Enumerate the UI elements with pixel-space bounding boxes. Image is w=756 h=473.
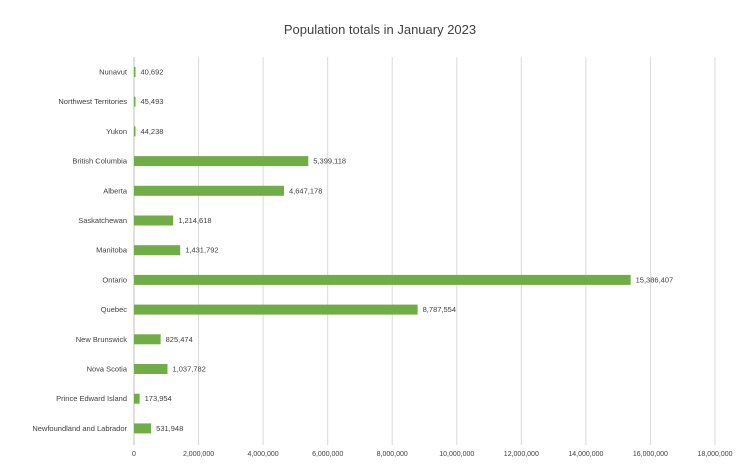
data-label: 531,948 xyxy=(156,424,183,433)
x-tick-label: 8,000,000 xyxy=(377,451,408,458)
bar xyxy=(134,274,631,285)
x-tick-label: 0 xyxy=(132,451,136,458)
bar xyxy=(134,156,309,167)
category-label: Alberta xyxy=(103,186,128,195)
category-labels: Nunavut Northwest Territories Yukon British… xyxy=(32,68,128,433)
x-tick-label: 10,000,000 xyxy=(439,451,474,458)
data-label: 5,399,118 xyxy=(313,157,346,166)
category-label: New Brunswick xyxy=(76,335,128,344)
data-label: 1,214,618 xyxy=(178,216,211,225)
bar xyxy=(134,215,174,226)
category-label: Nova Scotia xyxy=(87,365,128,374)
x-tick-label: 2,000,000 xyxy=(183,451,214,458)
bar xyxy=(134,67,136,77)
data-label: 1,037,782 xyxy=(172,365,205,374)
bars xyxy=(134,67,631,434)
category-label: Quebec xyxy=(101,305,128,314)
bar xyxy=(134,364,168,374)
data-label: 15,386,407 xyxy=(636,275,674,284)
x-tick-label: 4,000,000 xyxy=(248,451,279,458)
bar xyxy=(134,334,161,345)
data-label: 40,692 xyxy=(141,68,164,77)
chart-title: Population totals in January 2023 xyxy=(284,22,476,37)
bar xyxy=(134,126,136,137)
category-label: Ontario xyxy=(102,275,127,284)
bar xyxy=(134,304,418,315)
gridlines xyxy=(133,57,716,445)
data-label: 825,474 xyxy=(166,335,193,344)
x-tick-label: 6,000,000 xyxy=(312,451,343,458)
category-label: Prince Edward Island xyxy=(56,394,127,403)
x-tick-label: 18,000,000 xyxy=(697,451,732,458)
category-label: Newfoundland and Labrador xyxy=(32,424,127,433)
category-label: Manitoba xyxy=(96,246,128,255)
category-label: Saskatchewan xyxy=(78,216,127,225)
x-axis-tick-labels: 0 2,000,000 4,000,000 6,000,000 8,000,000 10,… xyxy=(132,451,733,458)
bar xyxy=(134,245,181,256)
x-tick-label: 14,000,000 xyxy=(568,451,603,458)
bar xyxy=(134,423,152,434)
data-label: 173,954 xyxy=(145,394,172,403)
category-label: Northwest Territories xyxy=(58,97,127,106)
data-labels: 40,692 45,493 44,238 5,399,118 4,647,178 1,21… xyxy=(141,68,674,433)
x-tick-label: 12,000,000 xyxy=(504,451,539,458)
category-label: Nunavut xyxy=(99,68,128,77)
data-label: 4,647,178 xyxy=(289,186,322,195)
data-label: 1,431,792 xyxy=(185,246,218,255)
category-label: Yukon xyxy=(106,127,127,136)
x-tick-label: 16,000,000 xyxy=(633,451,668,458)
bar xyxy=(134,393,140,404)
category-label: British Columbia xyxy=(72,157,127,166)
data-label: 8,787,554 xyxy=(423,305,456,314)
bar xyxy=(134,185,285,196)
bar xyxy=(134,96,136,107)
data-label: 45,493 xyxy=(141,97,164,106)
data-label: 44,238 xyxy=(141,127,164,136)
